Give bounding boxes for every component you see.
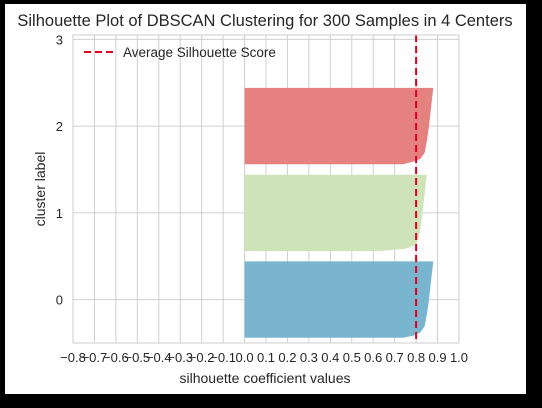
x-tick-label: 0.8 <box>407 350 425 365</box>
x-tick-label: 0.7 <box>386 350 404 365</box>
cluster-silhouettes <box>245 88 434 338</box>
plot-area <box>73 35 459 343</box>
x-tick-label: 0.6 <box>364 350 382 365</box>
x-axis-ticks: −0.8−0.7−0.6−0.5−0.4−0.3−0.2−0.1 0.0 0.1 0.… <box>60 350 468 365</box>
chart-title: Silhouette Plot of DBSCAN Clustering for… <box>17 12 512 30</box>
cluster-1-silhouette <box>245 175 427 251</box>
y-tick-label: 0 <box>56 293 63 308</box>
x-tick-label: 0.1 <box>257 350 275 365</box>
x-tick-label: 0.3 <box>300 350 318 365</box>
y-tick-label: 3 <box>56 32 63 47</box>
x-tick-label: 0.5 <box>343 350 361 365</box>
cluster-0-silhouette <box>245 261 434 337</box>
x-tick-label: 0.9 <box>429 350 447 365</box>
x-tick-label: −0.1 <box>210 350 236 365</box>
x-axis-label: silhouette coefficient values <box>180 370 351 386</box>
cluster-2-silhouette <box>245 88 434 164</box>
x-tick-label: 0.4 <box>321 350 339 365</box>
legend-average-score-label: Average Silhouette Score <box>123 45 276 60</box>
x-tick-label: 1.0 <box>450 350 468 365</box>
y-axis-label: cluster label <box>32 152 48 227</box>
y-tick-label: 1 <box>56 206 63 221</box>
x-tick-label: 0.0 <box>236 350 254 365</box>
x-tick-label: 0.2 <box>278 350 296 365</box>
y-tick-label: 2 <box>56 119 63 134</box>
